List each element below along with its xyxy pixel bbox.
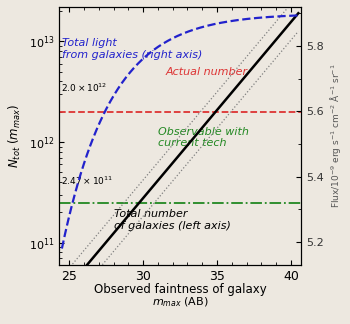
- Text: Total number
of galaxies (left axis): Total number of galaxies (left axis): [114, 209, 231, 231]
- Text: $m_{max}$ (AB): $m_{max}$ (AB): [152, 295, 209, 309]
- Text: Total light
from galaxies (right axis): Total light from galaxies (right axis): [62, 39, 202, 60]
- Text: Actual number: Actual number: [165, 67, 247, 77]
- Y-axis label: Flux$/10^{-9}$ erg s$^{-1}$ cm$^{-2}$ Å$^{-1}$ sr$^{-1}$: Flux$/10^{-9}$ erg s$^{-1}$ cm$^{-2}$ Å$…: [328, 64, 343, 208]
- Text: $2.0\times10^{12}$: $2.0\times10^{12}$: [61, 82, 107, 94]
- Text: Observable with
current tech: Observable with current tech: [158, 127, 249, 148]
- X-axis label: Observed faintness of galaxy: Observed faintness of galaxy: [94, 283, 266, 296]
- Y-axis label: $N_{tot}$ ($m_{max}$): $N_{tot}$ ($m_{max}$): [7, 104, 23, 168]
- Text: $2.47\times10^{11}$: $2.47\times10^{11}$: [61, 174, 113, 187]
